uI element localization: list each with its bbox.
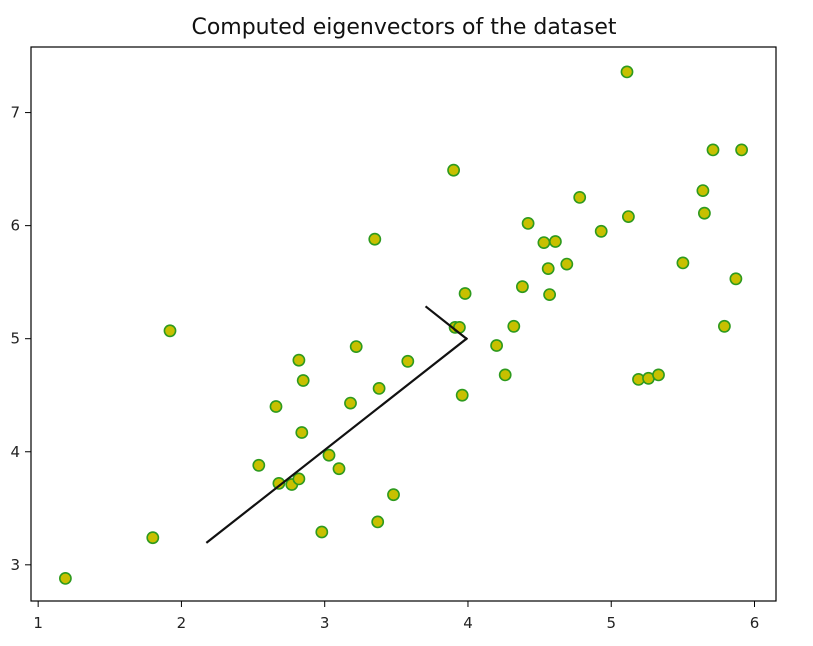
data-point	[272, 476, 286, 490]
data-point	[59, 572, 72, 585]
data-point	[455, 388, 469, 402]
data-point	[573, 190, 587, 204]
data-point	[549, 235, 562, 248]
chart-title: Computed eigenvectors of the dataset	[191, 15, 616, 40]
data-point	[146, 531, 160, 545]
data-point	[163, 324, 177, 338]
plot-area	[59, 65, 748, 585]
data-point	[349, 340, 363, 353]
data-point	[696, 184, 710, 197]
data-point	[516, 280, 529, 294]
data-point	[387, 488, 400, 502]
data-point	[560, 257, 574, 271]
data-point	[718, 319, 731, 333]
y-tick-label: 5	[10, 330, 20, 348]
data-point	[371, 515, 385, 529]
data-point	[541, 262, 555, 275]
x-tick-label: 6	[750, 614, 760, 632]
x-tick-label: 5	[606, 614, 616, 632]
data-point	[507, 319, 521, 333]
data-point	[401, 354, 415, 368]
y-tick-label: 6	[10, 217, 20, 235]
data-point	[344, 396, 357, 410]
data-point	[332, 462, 346, 476]
data-point	[315, 525, 329, 539]
data-point	[594, 224, 608, 238]
data-point	[269, 400, 283, 413]
x-tick-label: 3	[320, 614, 330, 632]
x-tick-label: 4	[463, 614, 473, 632]
data-point	[729, 272, 743, 286]
data-point	[458, 287, 472, 300]
data-point	[295, 426, 309, 439]
data-point	[296, 374, 310, 387]
x-tick-label: 2	[177, 614, 187, 632]
data-point	[537, 236, 551, 249]
data-point	[322, 448, 336, 462]
data-point	[498, 368, 512, 382]
eigenvector-line	[205, 337, 469, 544]
data-point	[521, 216, 535, 230]
data-point	[698, 206, 711, 220]
data-point	[447, 163, 460, 177]
data-point	[676, 256, 690, 270]
data-point	[706, 143, 720, 157]
y-tick-label: 7	[10, 104, 20, 122]
data-point	[292, 353, 306, 367]
data-point	[372, 381, 386, 395]
data-point	[622, 210, 635, 223]
data-point	[252, 458, 266, 472]
y-tick-label: 4	[10, 443, 20, 461]
data-point	[735, 143, 748, 157]
data-point	[368, 232, 382, 246]
axes-frame	[30, 46, 777, 602]
eigenvector-line	[424, 305, 469, 341]
data-point	[292, 472, 306, 486]
axis-ticks: 1 2 3 4 5 6 3 4 5 6 7	[10, 104, 759, 632]
data-point	[620, 65, 634, 79]
data-point	[652, 368, 665, 382]
data-point	[490, 339, 503, 352]
x-tick-label: 1	[33, 614, 43, 632]
data-point	[543, 288, 556, 301]
y-tick-label: 3	[10, 556, 20, 574]
